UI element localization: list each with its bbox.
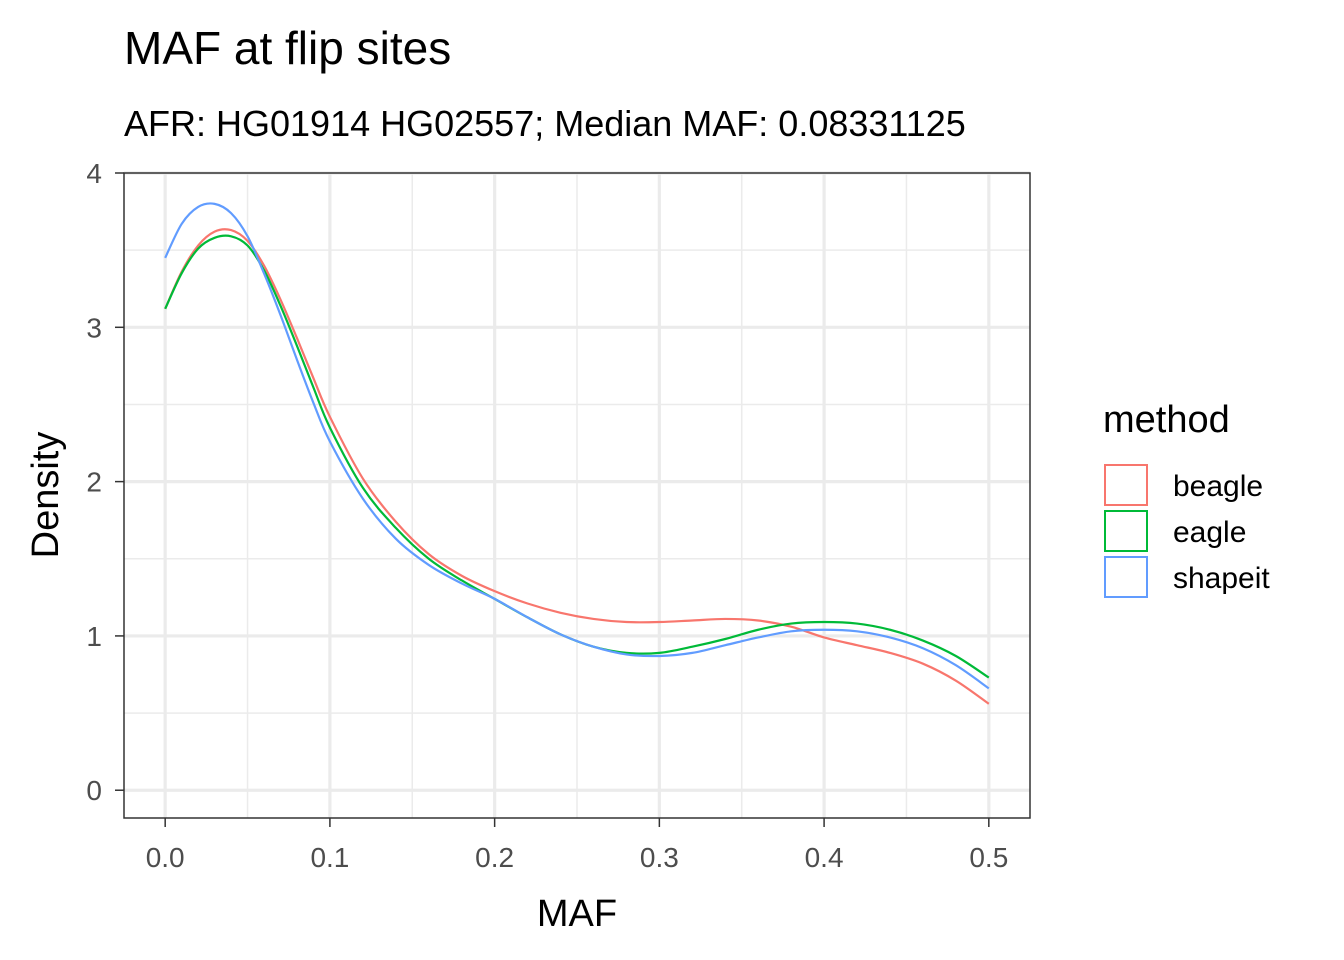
x-tick-label: 0.1 (310, 842, 349, 873)
x-tick-label: 0.4 (805, 842, 844, 873)
x-axis-title: MAF (537, 893, 617, 935)
series-line-beagle (164, 228, 990, 705)
x-tick-label: 0.2 (475, 842, 514, 873)
x-tick-label: 0.5 (969, 842, 1008, 873)
chart-title: MAF at flip sites (124, 22, 451, 74)
legend-label-beagle: beagle (1173, 470, 1263, 503)
legend-title: method (1103, 399, 1230, 441)
chart-subtitle: AFR: HG01914 HG02557; Median MAF: 0.0833… (124, 103, 966, 144)
x-tick-label: 0.3 (640, 842, 679, 873)
x-tick-label: 0.0 (146, 842, 185, 873)
y-tick-label: 3 (86, 312, 102, 343)
legend-key-beagle (1104, 464, 1148, 506)
density-lines (164, 202, 990, 705)
y-tick-label: 0 (86, 775, 102, 806)
y-axis-title: Density (25, 432, 67, 559)
legend-label-shapeit: shapeit (1173, 562, 1270, 595)
legend-key-eagle (1104, 510, 1148, 552)
plot-border (123, 172, 1031, 819)
x-axis: 0.0 0.1 0.2 0.3 0.4 0.5 (146, 818, 1008, 873)
series-line-shapeit (164, 202, 990, 690)
y-tick-label: 4 (86, 158, 102, 189)
minor-gridlines (124, 173, 1030, 818)
y-tick-label: 1 (86, 621, 102, 652)
legend-key-shapeit (1104, 556, 1148, 598)
legend-label-eagle: eagle (1173, 516, 1246, 549)
y-tick-label: 2 (86, 467, 102, 498)
legend: method beagle eagle shapeit (1103, 399, 1270, 598)
y-axis: 0 1 2 3 4 (86, 158, 124, 806)
